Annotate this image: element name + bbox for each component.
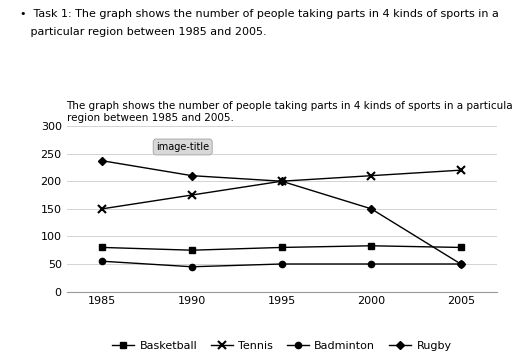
- Legend: Basketball, Tennis, Badminton, Rugby: Basketball, Tennis, Badminton, Rugby: [107, 337, 456, 356]
- Text: The graph shows the number of people taking parts in 4 kinds of sports in a part: The graph shows the number of people tak…: [67, 101, 512, 111]
- Basketball: [368, 244, 374, 248]
- Basketball: [189, 248, 195, 252]
- Text: •  Task 1: The graph shows the number of people taking parts in 4 kinds of sport: • Task 1: The graph shows the number of …: [20, 9, 499, 19]
- Rugby: [368, 207, 374, 211]
- Badminton: [368, 262, 374, 266]
- Tennis: [368, 174, 374, 178]
- Text: particular region between 1985 and 2005.: particular region between 1985 and 2005.: [20, 27, 267, 37]
- Text: image-title: image-title: [156, 142, 209, 152]
- Text: region between 1985 and 2005.: region between 1985 and 2005.: [67, 113, 233, 123]
- Badminton: [279, 262, 285, 266]
- Rugby: [189, 174, 195, 178]
- Rugby: [279, 179, 285, 183]
- Line: Tennis: Tennis: [98, 166, 465, 213]
- Line: Rugby: Rugby: [99, 158, 464, 267]
- Rugby: [99, 159, 105, 163]
- Tennis: [458, 168, 464, 172]
- Basketball: [458, 245, 464, 249]
- Badminton: [99, 259, 105, 264]
- Rugby: [458, 262, 464, 266]
- Badminton: [189, 265, 195, 269]
- Line: Badminton: Badminton: [99, 258, 464, 270]
- Tennis: [189, 193, 195, 197]
- Tennis: [279, 179, 285, 183]
- Line: Basketball: Basketball: [99, 243, 464, 253]
- Tennis: [99, 207, 105, 211]
- Basketball: [99, 245, 105, 249]
- Badminton: [458, 262, 464, 266]
- Basketball: [279, 245, 285, 249]
